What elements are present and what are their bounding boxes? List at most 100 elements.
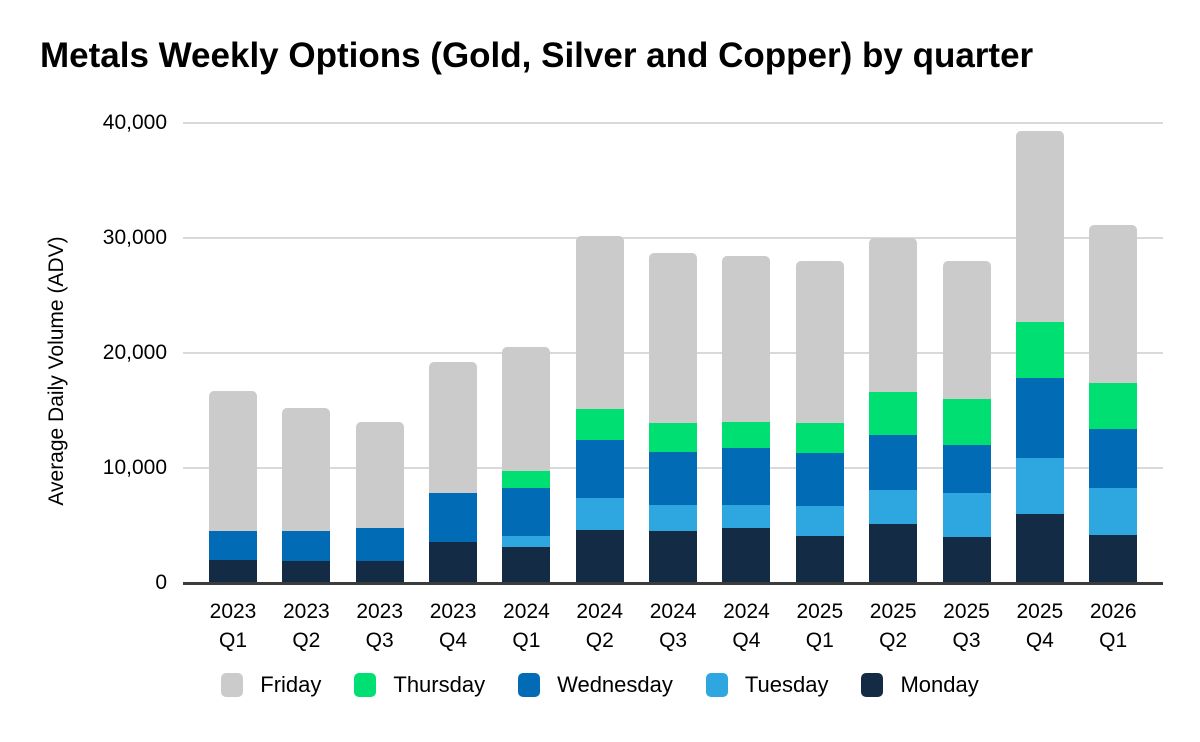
legend-item-monday[interactable]: Monday [861, 672, 979, 698]
segment-monday-2023-q1[interactable] [209, 560, 257, 583]
segment-monday-2023-q3[interactable] [355, 561, 404, 583]
legend-label-friday: Friday [260, 672, 322, 697]
segment-tuesday-2025-q2[interactable] [869, 489, 918, 525]
segment-wednesday-2025-q2[interactable] [869, 434, 918, 490]
segment-monday-2025-q4[interactable] [1015, 514, 1064, 583]
segment-wednesday-2026-q1[interactable] [1089, 428, 1138, 488]
segment-wednesday-2023-q2[interactable] [282, 531, 331, 562]
segment-monday-2024-q3[interactable] [649, 531, 698, 583]
segment-tuesday-2024-q3[interactable] [649, 504, 698, 532]
bar-2023-q2[interactable] [282, 408, 331, 583]
segment-thursday-2025-q1[interactable] [795, 423, 844, 454]
segment-friday-2025-q4[interactable] [1015, 131, 1064, 322]
gridline-30000 [183, 237, 1163, 239]
segment-friday-2023-q1[interactable] [209, 390, 257, 532]
legend-swatch-thursday-icon [354, 673, 377, 697]
legend: Friday Thursday Wednesday Tuesday Monday [0, 672, 1200, 698]
segment-wednesday-2024-q1[interactable] [502, 487, 551, 536]
segment-friday-2026-q1[interactable] [1089, 225, 1138, 383]
bar-2023-q3[interactable] [355, 422, 404, 583]
segment-thursday-2025-q2[interactable] [869, 392, 918, 435]
segment-friday-2023-q4[interactable] [429, 362, 478, 494]
legend-label-thursday: Thursday [393, 672, 486, 697]
plot-area [183, 122, 1163, 585]
bar-2025-q2[interactable] [869, 238, 918, 583]
segment-monday-2026-q1[interactable] [1089, 534, 1138, 583]
segment-tuesday-2025-q1[interactable] [795, 505, 844, 536]
segment-friday-2024-q3[interactable] [649, 252, 698, 424]
segment-wednesday-2025-q1[interactable] [795, 453, 844, 506]
bar-2025-q1[interactable] [795, 261, 844, 583]
segment-wednesday-2023-q4[interactable] [429, 493, 478, 542]
bar-2023-q4[interactable] [429, 362, 478, 583]
legend-item-tuesday[interactable]: Tuesday [705, 672, 828, 698]
x-tick-label-2025-q2: 2025 Q2 [869, 600, 917, 652]
segment-friday-2025-q2[interactable] [869, 238, 918, 393]
segment-friday-2023-q2[interactable] [282, 408, 331, 532]
x-tick-label-2025-q1: 2025 Q1 [796, 600, 844, 652]
legend-item-wednesday[interactable]: Wednesday [518, 672, 673, 698]
segment-thursday-2024-q3[interactable] [649, 423, 698, 452]
segment-thursday-2026-q1[interactable] [1089, 382, 1138, 429]
segment-thursday-2024-q2[interactable] [575, 409, 624, 441]
bar-2025-q3[interactable] [942, 261, 991, 583]
segment-friday-2023-q3[interactable] [355, 422, 404, 528]
segment-tuesday-2024-q1[interactable] [502, 535, 551, 548]
segment-tuesday-2025-q3[interactable] [942, 493, 991, 537]
x-tick-label-2026-q1: 2026 Q1 [1089, 600, 1137, 652]
segment-wednesday-2024-q3[interactable] [649, 451, 698, 505]
bar-2025-q4[interactable] [1015, 131, 1064, 583]
segment-monday-2023-q4[interactable] [429, 541, 478, 583]
segment-tuesday-2025-q4[interactable] [1015, 457, 1064, 514]
segment-thursday-2025-q4[interactable] [1015, 321, 1064, 379]
segment-friday-2024-q2[interactable] [575, 235, 624, 410]
gridline-40000 [183, 122, 1163, 124]
segment-monday-2024-q4[interactable] [722, 527, 771, 583]
segment-wednesday-2024-q2[interactable] [575, 440, 624, 498]
segment-monday-2025-q2[interactable] [869, 524, 918, 583]
segment-thursday-2025-q3[interactable] [942, 399, 991, 446]
x-tick-label-2023-q3: 2023 Q3 [356, 600, 404, 652]
segment-friday-2024-q4[interactable] [722, 256, 771, 423]
segment-wednesday-2023-q3[interactable] [355, 527, 404, 562]
legend-item-thursday[interactable]: Thursday [354, 672, 485, 698]
segment-wednesday-2025-q4[interactable] [1015, 378, 1064, 458]
bar-2026-q1[interactable] [1089, 225, 1138, 583]
legend-swatch-monday-icon [861, 673, 884, 697]
y-tick-label-10000: 10,000 [102, 456, 167, 479]
x-axis-baseline [183, 582, 1163, 585]
segment-friday-2024-q1[interactable] [502, 347, 551, 472]
bar-2024-q4[interactable] [722, 256, 771, 583]
segment-monday-2023-q2[interactable] [282, 561, 331, 583]
segment-monday-2025-q3[interactable] [942, 537, 991, 583]
segment-tuesday-2026-q1[interactable] [1089, 487, 1138, 535]
x-tick-label-2025-q3: 2025 Q3 [943, 600, 990, 652]
segment-wednesday-2024-q4[interactable] [722, 448, 771, 505]
x-tick-label-2024-q4: 2024 Q4 [723, 600, 770, 652]
segment-thursday-2024-q4[interactable] [722, 422, 771, 449]
y-tick-label-20000: 20,000 [102, 341, 167, 364]
segment-thursday-2024-q1[interactable] [502, 471, 551, 488]
legend-swatch-tuesday-icon [705, 673, 728, 697]
y-tick-label-30000: 30,000 [102, 226, 167, 249]
legend-swatch-wednesday-icon [518, 673, 541, 697]
legend-label-monday: Monday [900, 672, 979, 697]
segment-monday-2024-q2[interactable] [575, 530, 624, 583]
segment-wednesday-2025-q3[interactable] [942, 445, 991, 494]
segment-monday-2024-q1[interactable] [502, 547, 551, 583]
x-tick-label-2023-q2: 2023 Q2 [282, 600, 330, 652]
segment-friday-2025-q1[interactable] [795, 261, 844, 424]
bar-2023-q1[interactable] [209, 390, 257, 583]
bar-2024-q2[interactable] [575, 235, 624, 583]
legend-item-friday[interactable]: Friday [221, 672, 321, 698]
segment-wednesday-2023-q1[interactable] [209, 531, 257, 560]
x-axis-tick-labels: 2023 Q1 2023 Q2 2023 Q3 2023 Q4 2024 Q1 2024 … [183, 597, 1163, 659]
segment-tuesday-2024-q4[interactable] [722, 504, 771, 528]
bar-2024-q3[interactable] [649, 252, 698, 583]
x-tick-label-2024-q1: 2024 Q1 [503, 600, 550, 652]
segment-monday-2025-q1[interactable] [795, 535, 844, 583]
segment-tuesday-2024-q2[interactable] [575, 497, 624, 531]
segment-friday-2025-q3[interactable] [942, 261, 991, 400]
bar-2024-q1[interactable] [502, 347, 551, 583]
